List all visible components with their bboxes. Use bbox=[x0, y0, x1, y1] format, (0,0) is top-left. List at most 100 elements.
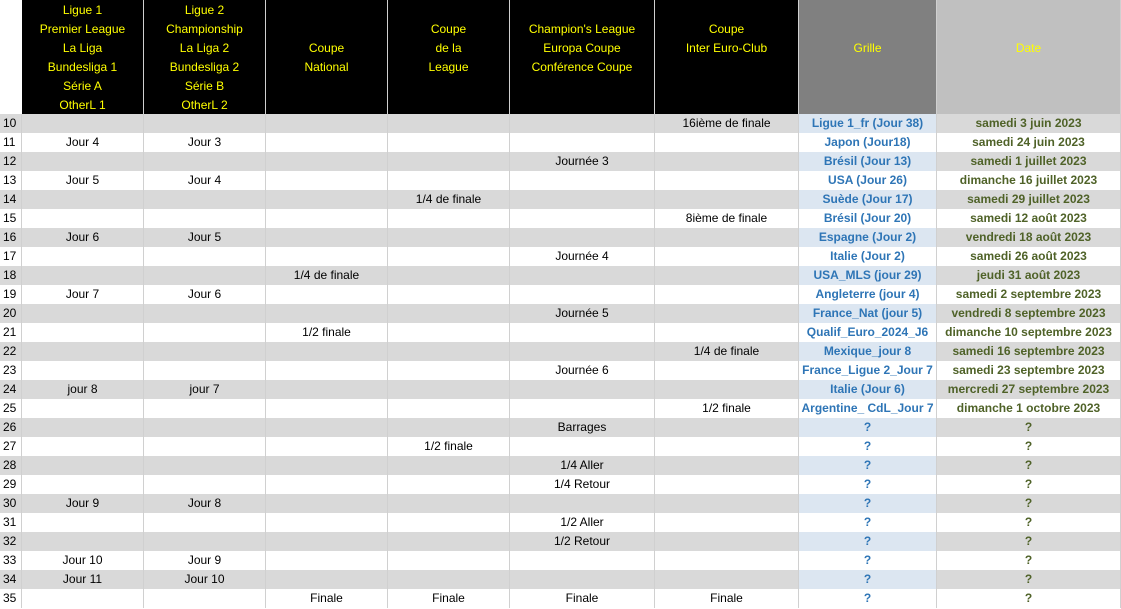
date-cell: samedi 26 août 2023 bbox=[937, 247, 1121, 266]
date-cell: vendredi 8 septembre 2023 bbox=[937, 304, 1121, 323]
cell bbox=[655, 513, 799, 532]
column-header: Ligue 1 Premier League La Liga Bundesliga 1… bbox=[22, 0, 144, 114]
grille-cell: France_Nat (jour 5) bbox=[799, 304, 937, 323]
cell bbox=[266, 133, 388, 152]
row-number: 16 bbox=[0, 228, 22, 247]
cell: Jour 5 bbox=[22, 171, 144, 190]
cell bbox=[510, 266, 655, 285]
row-number: 28 bbox=[0, 456, 22, 475]
cell bbox=[388, 456, 510, 475]
cell bbox=[144, 589, 266, 608]
cell bbox=[510, 570, 655, 589]
cell bbox=[655, 494, 799, 513]
cell: 1/2 Aller bbox=[510, 513, 655, 532]
cell bbox=[22, 532, 144, 551]
column-header: Ligue 2 Championship La Liga 2 Bundesliga 2… bbox=[144, 0, 266, 114]
date-cell: ? bbox=[937, 551, 1121, 570]
cell bbox=[22, 266, 144, 285]
row-number: 21 bbox=[0, 323, 22, 342]
cell: Finale bbox=[266, 589, 388, 608]
cell bbox=[22, 437, 144, 456]
cell bbox=[655, 456, 799, 475]
grille-cell: Qualif_Euro_2024_J6 bbox=[799, 323, 937, 342]
row-number: 35 bbox=[0, 589, 22, 608]
cell bbox=[388, 513, 510, 532]
cell: Jour 7 bbox=[22, 285, 144, 304]
cell bbox=[22, 475, 144, 494]
cell bbox=[144, 532, 266, 551]
grille-cell: Brésil (Jour 13) bbox=[799, 152, 937, 171]
cell bbox=[144, 475, 266, 494]
cell: Jour 9 bbox=[144, 551, 266, 570]
row-number: 10 bbox=[0, 114, 22, 133]
row-number: 17 bbox=[0, 247, 22, 266]
date-cell: samedi 1 juillet 2023 bbox=[937, 152, 1121, 171]
header-text: League bbox=[428, 60, 469, 74]
cell: 8ième de finale bbox=[655, 209, 799, 228]
grille-cell: Ligue 1_fr (Jour 38) bbox=[799, 114, 937, 133]
grille-cell: ? bbox=[799, 513, 937, 532]
cell: 1/2 finale bbox=[266, 323, 388, 342]
cell bbox=[144, 342, 266, 361]
cell bbox=[388, 266, 510, 285]
grille-cell: Angleterre (jour 4) bbox=[799, 285, 937, 304]
cell: 1/4 de finale bbox=[388, 190, 510, 209]
date-cell: samedi 29 juillet 2023 bbox=[937, 190, 1121, 209]
cell bbox=[22, 361, 144, 380]
grille-cell: USA (Jour 26) bbox=[799, 171, 937, 190]
cell bbox=[388, 361, 510, 380]
grille-cell: ? bbox=[799, 475, 937, 494]
row-number: 23 bbox=[0, 361, 22, 380]
date-cell: ? bbox=[937, 456, 1121, 475]
cell bbox=[144, 513, 266, 532]
header-text: Premier League bbox=[39, 22, 126, 36]
cell: Jour 8 bbox=[144, 494, 266, 513]
cell bbox=[510, 285, 655, 304]
row-number: 25 bbox=[0, 399, 22, 418]
header-text: Bundesliga 1 bbox=[47, 60, 118, 74]
cell bbox=[388, 228, 510, 247]
cell bbox=[655, 380, 799, 399]
cell: jour 8 bbox=[22, 380, 144, 399]
header-text: Série B bbox=[184, 79, 225, 93]
date-cell: mercredi 27 septembre 2023 bbox=[937, 380, 1121, 399]
date-cell: dimanche 1 octobre 2023 bbox=[937, 399, 1121, 418]
cell bbox=[22, 190, 144, 209]
grille-cell: ? bbox=[799, 456, 937, 475]
cell bbox=[510, 399, 655, 418]
cell: Barrages bbox=[510, 418, 655, 437]
cell bbox=[655, 228, 799, 247]
cell bbox=[510, 380, 655, 399]
cell bbox=[388, 418, 510, 437]
cell bbox=[266, 399, 388, 418]
date-cell: ? bbox=[937, 475, 1121, 494]
row-number: 33 bbox=[0, 551, 22, 570]
cell bbox=[22, 589, 144, 608]
header-text: Coupe bbox=[308, 41, 345, 55]
cell bbox=[510, 323, 655, 342]
grille-cell: ? bbox=[799, 551, 937, 570]
cell: 1/4 de finale bbox=[266, 266, 388, 285]
header-text: Ligue 1 bbox=[62, 3, 103, 17]
cell bbox=[388, 285, 510, 304]
cell bbox=[655, 323, 799, 342]
date-cell: samedi 3 juin 2023 bbox=[937, 114, 1121, 133]
cell bbox=[655, 171, 799, 190]
cell bbox=[388, 475, 510, 494]
grille-cell: ? bbox=[799, 494, 937, 513]
cell bbox=[144, 152, 266, 171]
date-cell: ? bbox=[937, 437, 1121, 456]
row-number: 13 bbox=[0, 171, 22, 190]
cell: 1/2 finale bbox=[388, 437, 510, 456]
grille-cell: ? bbox=[799, 589, 937, 608]
cell: Jour 11 bbox=[22, 570, 144, 589]
cell bbox=[144, 190, 266, 209]
cell bbox=[266, 171, 388, 190]
header-text: de la bbox=[435, 41, 462, 55]
cell bbox=[510, 190, 655, 209]
cell bbox=[655, 532, 799, 551]
grille-cell: Italie (Jour 2) bbox=[799, 247, 937, 266]
cell bbox=[266, 342, 388, 361]
cell bbox=[22, 114, 144, 133]
header-text: Europa Coupe bbox=[543, 41, 621, 55]
